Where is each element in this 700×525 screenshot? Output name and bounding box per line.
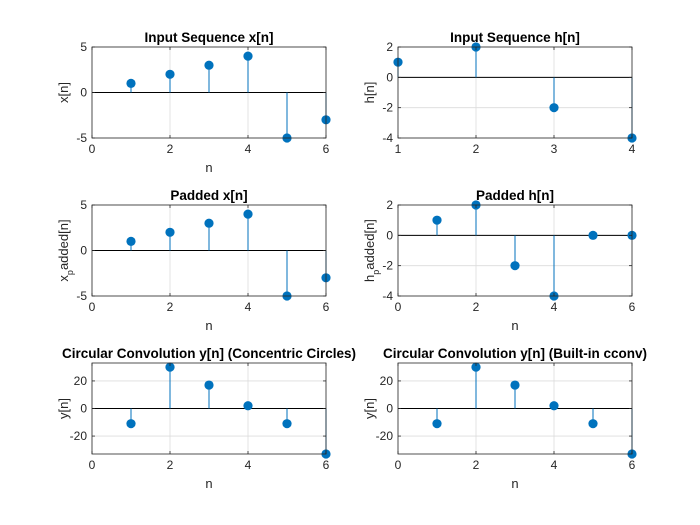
x-tick-label: 6 [323, 142, 330, 156]
y-tick-label: 0 [386, 228, 393, 242]
y-tick-label: -2 [382, 101, 393, 115]
x-tick-label: 0 [89, 142, 96, 156]
stem-marker [243, 51, 253, 61]
x-tick-label: 0 [395, 458, 402, 472]
y-tick-label: 2 [386, 198, 393, 212]
subplot-title: Circular Convolution y[n] (Concentric Ci… [62, 346, 356, 361]
x-tick-label: 2 [167, 300, 174, 314]
subplot-5: 0 2 4 6 -20 0 20 Circular Convolution y[n] (Con… [56, 346, 356, 491]
y-tick-label: 2 [386, 40, 393, 54]
stem-marker [432, 215, 442, 225]
x-tick-label: 2 [167, 458, 174, 472]
y-axis-label: xpadded[n] [56, 219, 75, 281]
x-tick-label: 6 [323, 300, 330, 314]
x-tick-label: 2 [473, 300, 480, 314]
y-axis-label: y[n] [56, 398, 71, 419]
subplot-6: 0 2 4 6 -20 0 20 Circular Convolution y[n] (Bui… [362, 346, 647, 491]
y-tick-label: 20 [380, 374, 394, 388]
stem-marker [588, 230, 598, 240]
x-tick-label: 6 [629, 458, 636, 472]
plot-area [398, 47, 632, 138]
subplot-2: 1 2 3 4 -4 -2 0 2 Input Sequence h[n] h[n] [362, 30, 637, 156]
x-tick-label: 4 [629, 142, 636, 156]
subplot-4: 0 2 4 6 -4 -2 0 2 Padded h[n] n hpadded[n] [362, 188, 637, 333]
x-axis-label: n [205, 318, 212, 333]
stem-marker [243, 209, 253, 219]
y-tick-label: 0 [386, 70, 393, 84]
y-tick-label: -2 [382, 259, 393, 273]
y-tick-label: -20 [70, 429, 88, 443]
x-tick-label: 6 [323, 458, 330, 472]
x-axis-label: n [511, 476, 518, 491]
stem-marker [432, 419, 442, 429]
subplot-title: Input Sequence x[n] [144, 30, 273, 45]
x-tick-label: 2 [473, 458, 480, 472]
x-axis-label: n [511, 318, 518, 333]
stem-marker [204, 380, 214, 390]
axes-box [397, 204, 633, 297]
subplot-title: Padded h[n] [476, 188, 554, 203]
x-tick-label: 1 [395, 142, 402, 156]
x-tick-label: 0 [89, 458, 96, 472]
stem-marker [549, 103, 559, 113]
y-tick-label: -4 [382, 289, 393, 303]
stem-marker [165, 362, 175, 372]
axes-box [397, 46, 633, 139]
y-tick-label: 5 [80, 198, 87, 212]
y-axis-label: h[n] [362, 82, 377, 104]
stem-marker [204, 60, 214, 70]
stem-marker [282, 419, 292, 429]
x-tick-label: 4 [551, 458, 558, 472]
stem-marker [510, 380, 520, 390]
stem-marker [126, 78, 136, 88]
stem-marker [126, 419, 136, 429]
stem-marker [471, 362, 481, 372]
stem-marker [204, 218, 214, 228]
y-axis-label: hpadded[n] [362, 219, 381, 282]
x-tick-label: 3 [551, 142, 558, 156]
y-tick-label: 0 [80, 402, 87, 416]
y-tick-label: 5 [80, 40, 87, 54]
stem-marker [243, 401, 253, 411]
subplot-title: Padded x[n] [170, 188, 247, 203]
y-tick-label: -4 [382, 131, 393, 145]
x-tick-label: 4 [245, 300, 252, 314]
y-tick-label: 20 [74, 374, 88, 388]
x-tick-label: 2 [167, 142, 174, 156]
y-tick-label: 0 [386, 402, 393, 416]
subplot-title: Input Sequence h[n] [450, 30, 580, 45]
x-tick-label: 4 [551, 300, 558, 314]
stem-marker [588, 419, 598, 429]
x-tick-label: 0 [395, 300, 402, 314]
subplot-title: Circular Convolution y[n] (Built-in ccon… [383, 346, 647, 361]
y-tick-label: 0 [80, 244, 87, 258]
x-tick-label: 0 [89, 300, 96, 314]
stem-marker [549, 401, 559, 411]
stem-marker [165, 69, 175, 79]
y-axis-label: x[n] [56, 82, 71, 103]
x-axis-label: n [205, 160, 212, 175]
x-axis-label: n [205, 476, 212, 491]
y-tick-label: 0 [80, 86, 87, 100]
stem-marker [126, 236, 136, 246]
x-tick-label: 4 [245, 142, 252, 156]
y-axis-label: y[n] [362, 398, 377, 419]
x-tick-label: 4 [245, 458, 252, 472]
x-tick-label: 2 [473, 142, 480, 156]
stem-marker [165, 227, 175, 237]
y-tick-label: -5 [76, 131, 87, 145]
x-tick-label: 6 [629, 300, 636, 314]
y-tick-label: -5 [76, 289, 87, 303]
y-tick-label: -20 [376, 429, 394, 443]
stem-marker [510, 261, 520, 271]
